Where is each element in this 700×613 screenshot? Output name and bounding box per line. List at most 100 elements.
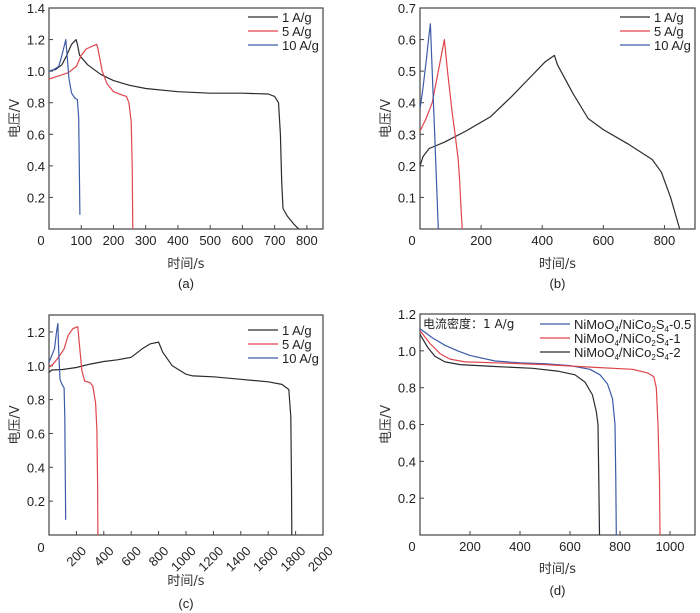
x-tick-label: 400 [91,543,117,569]
plot-frame [48,7,324,230]
y-tick-label: 0.2 [27,190,45,205]
x-tick-label: 0 [37,540,44,555]
panel-a: 0 100 200 300 400 500 600 700 800 0.2 0.4 0.6 0.8 1.0… [8,1,324,291]
panel-label: (b) [550,276,566,291]
x-tick-label: 1000 [656,539,685,554]
x-tick-label: 0 [408,233,415,248]
y-tick-label: 1.0 [27,64,45,79]
x-axis-title: 时间/s [167,574,204,589]
y-tick-label: 1.0 [27,359,45,374]
x-tick-label: 600 [592,233,614,248]
x-tick-label: 0 [408,539,415,554]
x-tick-label: 1400 [223,543,254,574]
x-tick-label: 600 [232,233,254,248]
x-tick-label: 800 [296,233,318,248]
panel-d: 0 200 400 600 800 1000 0.2 0.4 0.6 0.8 1.0 1.2 时间/s 电… [379,307,696,598]
x-tick-label: 400 [167,233,189,248]
series-line-NiMoO4-NiCo2S4-1 [420,330,661,535]
legend-label: NiMoO4/NiCo2S4-2 [574,345,681,362]
y-axis-title: 电压/V [379,99,394,138]
series-line-1-A-g [49,39,300,229]
series-line-5-A-g [49,326,99,535]
y-tick-label: 0.7 [398,1,416,16]
y-tick-label: 1.2 [398,307,416,322]
y-axis-title: 电压/V [8,405,23,444]
x-tick-label: 200 [103,233,125,248]
y-tick-label: 0.6 [27,127,45,142]
x-tick-label: 0 [37,233,44,248]
x-tick-label: 800 [654,233,676,248]
x-tick-label: 400 [531,233,553,248]
x-tick-label: 1000 [168,543,199,574]
y-tick-label: 0.4 [398,96,416,111]
y-tick-label: 0.8 [27,96,45,111]
panel-label: (c) [178,596,193,611]
x-tick-label: 400 [509,539,531,554]
x-tick-label: 700 [264,233,286,248]
legend: 1 A/g5 A/g10 A/g [248,10,319,53]
y-tick-label: 1.2 [27,33,45,48]
panel-label: (a) [178,276,194,291]
x-tick-label: 600 [559,539,581,554]
y-tick-label: 0.6 [398,418,416,433]
legend-label: 1 A/g [282,323,312,338]
legend-label: NiMoO4/NiCo2S4-1 [574,331,681,348]
x-tick-label: 800 [609,539,631,554]
series-line-1-A-g [420,54,681,229]
y-tick-label: 1.0 [398,344,416,359]
y-tick-label: 0.4 [398,454,416,469]
x-tick-label: 200 [63,543,89,569]
x-tick-label: 200 [459,539,481,554]
y-tick-label: 0.5 [398,64,416,79]
legend: 1 A/g5 A/g10 A/g [248,323,319,366]
legend-label: 5 A/g [282,337,312,352]
legend-label: NiMoO4/NiCo2S4-0.5 [574,317,691,334]
x-tick-label: 1600 [250,543,281,574]
x-axis-title: 时间/s [539,562,576,577]
y-tick-label: 0.1 [398,190,416,205]
x-tick-label: 1200 [195,543,226,574]
y-tick-label: 0.8 [398,381,416,396]
x-tick-label: 300 [135,233,157,248]
x-tick-label: 500 [199,233,221,248]
x-tick-label: 100 [70,233,92,248]
y-tick-label: 0.2 [398,491,416,506]
x-tick-label: 1800 [277,543,308,574]
legend: 1 A/g5 A/g10 A/g [620,10,691,53]
y-tick-label: 0.2 [398,159,416,174]
x-tick-label: 2000 [305,543,336,574]
y-tick-label: 0.8 [27,393,45,408]
legend-label: 10 A/g [282,38,319,53]
series-line-1-A-g [49,341,293,535]
series-line-5-A-g [49,43,134,229]
series-line-5-A-g [420,39,463,229]
y-tick-label: 0.4 [27,460,45,475]
legend-label: 10 A/g [282,351,319,366]
legend-label: 5 A/g [282,24,312,39]
panel-b: 0 200 400 600 800 0.1 0.2 0.3 0.4 0.5 0.6 0.7 时间/s 电压… [379,1,696,291]
plot-frame [419,7,696,230]
y-tick-label: 0.6 [27,426,45,441]
y-axis-title: 电压/V [379,405,394,444]
legend-label: 1 A/g [282,10,312,25]
legend: NiMoO4/NiCo2S4-0.5NiMoO4/NiCo2S4-1NiMoO4… [540,317,691,362]
current-density-annotation: 电流密度：1 A/g [423,316,514,331]
y-tick-label: 1.4 [27,1,45,16]
panel-label: (d) [550,583,566,598]
y-tick-label: 1.2 [27,325,45,340]
series-line-NiMoO4-NiCo2S4-0.5 [420,328,617,535]
x-tick-label: 200 [470,233,492,248]
series-line-10-A-g [49,39,81,215]
y-tick-label: 0.2 [27,494,45,509]
x-axis-title: 时间/s [539,257,576,272]
series-line-10-A-g [49,322,67,520]
legend-label: 5 A/g [654,24,684,39]
y-axis-title: 电压/V [8,99,23,138]
series-line-NiMoO4-NiCo2S4-2 [420,333,601,535]
x-axis-title: 时间/s [167,257,204,272]
x-tick-label: 800 [146,543,172,569]
y-tick-label: 0.6 [398,33,416,48]
y-tick-label: 0.4 [27,159,45,174]
